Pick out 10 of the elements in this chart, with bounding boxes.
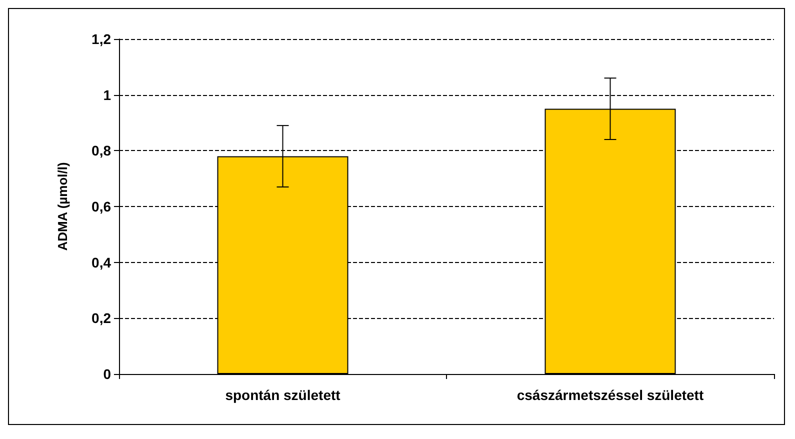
y-tick-label: 0,4	[92, 254, 112, 270]
x-tick-label: császármetszéssel született	[516, 387, 704, 403]
y-tick-label: 0	[103, 366, 112, 382]
y-tick-label: 1	[103, 86, 112, 103]
y-tick-label: 0,2	[92, 310, 112, 326]
y-tick-label: 1,2	[92, 31, 112, 47]
x-tick-label: spontán született	[225, 387, 341, 403]
y-axis-title: ADMA (µmol/l)	[55, 162, 70, 251]
y-tick-label: 0,8	[92, 142, 112, 159]
y-tick-label: 0,6	[92, 198, 112, 214]
